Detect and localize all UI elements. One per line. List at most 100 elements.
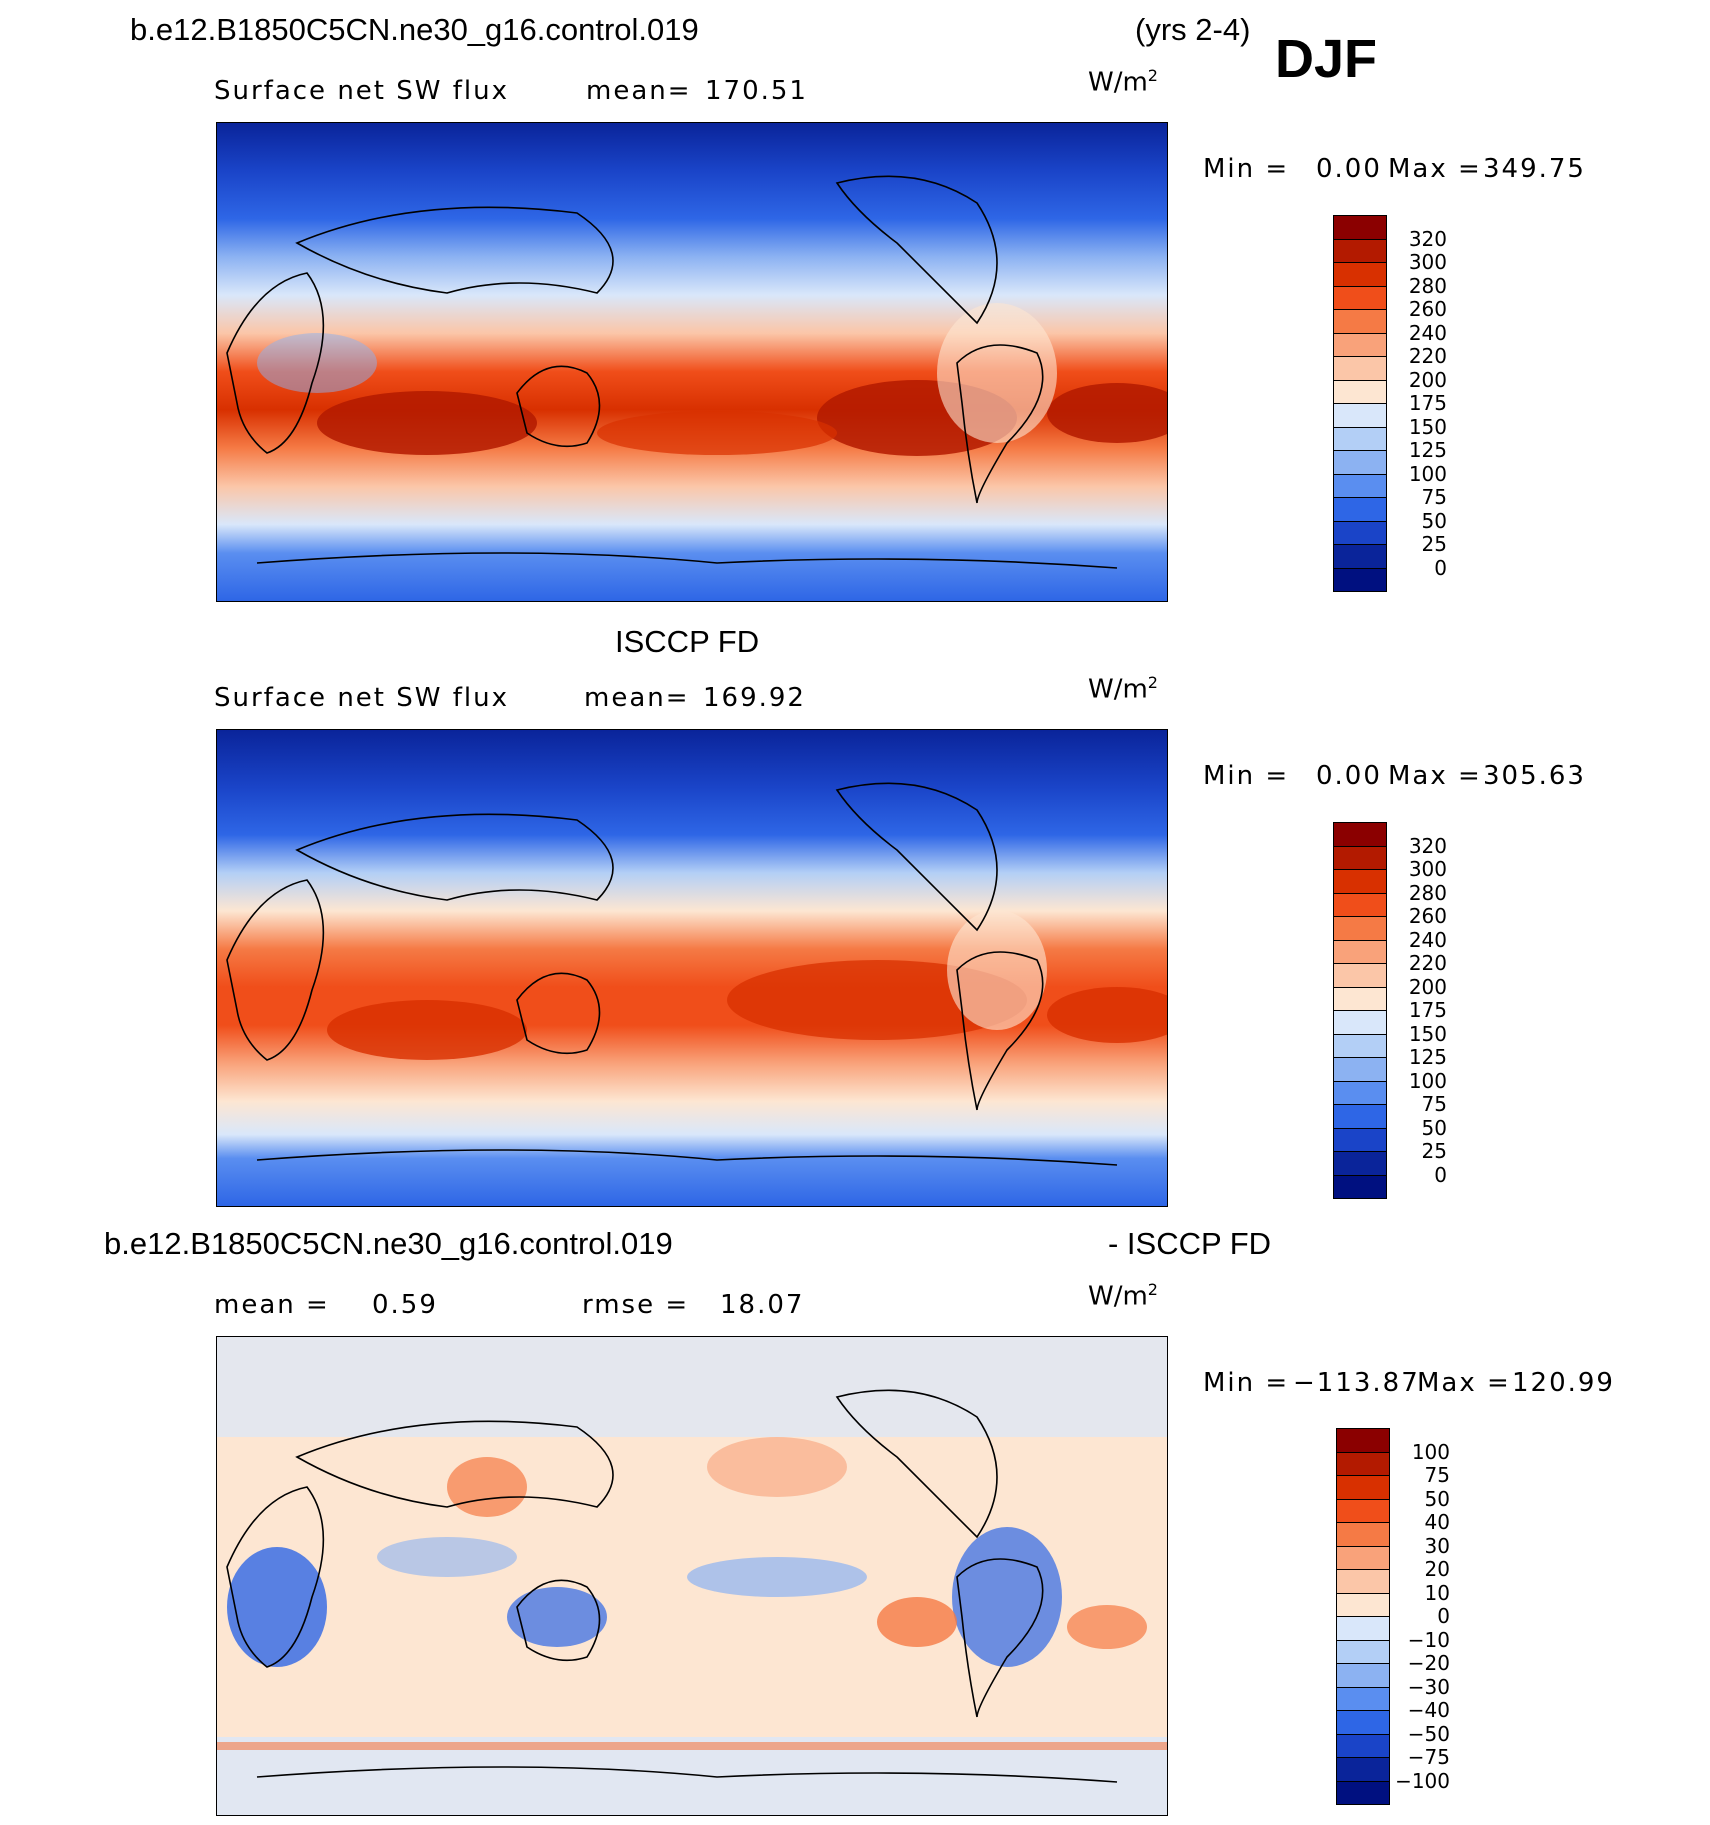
panel1-mean-value: 170.51 [705, 76, 808, 106]
colorbar-tick-label: 260 [1408, 904, 1447, 928]
colorbar-swatch [1336, 1663, 1390, 1688]
colorbar-tick-label: 300 [1408, 857, 1447, 881]
colorbar-swatch [1333, 332, 1387, 357]
panel2-max-label: Max = [1388, 761, 1482, 791]
panel3-units: W/m2 [1088, 1280, 1158, 1312]
colorbar-swatch [1336, 1757, 1390, 1782]
colorbar-swatch [1336, 1592, 1390, 1617]
colorbar-tick-label: 100 [1411, 1439, 1450, 1464]
colorbar-swatch [1333, 520, 1387, 545]
panel3-rmse-value: 18.07 [720, 1290, 805, 1320]
colorbar-swatch [1333, 473, 1387, 498]
panel3-map [216, 1336, 1168, 1816]
panel3-diff-right: - ISCCP FD [1108, 1226, 1272, 1261]
panel2-units: W/m2 [1088, 673, 1158, 705]
colorbar-tick-label: 320 [1408, 226, 1447, 251]
colorbar-swatch [1333, 309, 1387, 334]
colorbar-swatch [1333, 1151, 1387, 1176]
colorbar-tick-label: 50 [1424, 1486, 1450, 1511]
colorbar-tick-label: 100 [1408, 1068, 1447, 1093]
colorbar-swatch [1336, 1428, 1390, 1453]
colorbar-tick-label: −100 [1395, 1768, 1450, 1793]
colorbar-tick-label: 150 [1408, 414, 1447, 439]
colorbar-swatch [1333, 215, 1387, 240]
colorbar-swatch [1333, 1104, 1387, 1129]
colorbar-tick-label: 320 [1408, 833, 1447, 858]
colorbar-tick-label: 150 [1408, 1021, 1447, 1046]
colorbar-tick-label: 200 [1408, 367, 1447, 392]
colorbar-tick-label: 125 [1408, 438, 1447, 462]
season-label: DJF [1275, 29, 1378, 89]
colorbar-tick-label: 30 [1424, 1533, 1450, 1558]
colorbar-tick-label: 50 [1421, 508, 1447, 533]
panel1-min-value: 0.00 [1316, 154, 1382, 184]
panel1-max-label: Max = [1388, 154, 1482, 184]
panel3-max-label: Max = [1417, 1368, 1511, 1398]
panel3-field [217, 1337, 1167, 1815]
colorbar-tick-label: 75 [1421, 1092, 1447, 1116]
colorbar-swatch [1333, 1033, 1387, 1058]
colorbar-tick-label: 175 [1408, 391, 1447, 415]
panel1-units: W/m2 [1088, 66, 1158, 98]
panel2-max-value: 305.63 [1483, 761, 1586, 791]
colorbar-swatch [1333, 1174, 1387, 1199]
colorbar-swatch [1333, 892, 1387, 917]
colorbar-tick-label: 240 [1408, 927, 1447, 952]
panel1-field [217, 123, 1167, 601]
colorbar-swatch [1336, 1451, 1390, 1476]
panel2-title: Surface net SW flux [214, 683, 509, 713]
colorbar-tick-label: −10 [1407, 1627, 1450, 1652]
colorbar-tick-label: 0 [1434, 1162, 1447, 1187]
colorbar-tick-label: 220 [1408, 344, 1447, 368]
colorbar-swatch [1333, 986, 1387, 1011]
colorbar-swatch [1333, 285, 1387, 310]
colorbar-swatch [1336, 1780, 1390, 1805]
colorbar-swatch [1333, 916, 1387, 941]
colorbar-swatch [1333, 1010, 1387, 1035]
colorbar-tick-label: −40 [1407, 1698, 1450, 1722]
panel2-map [216, 729, 1168, 1207]
colorbar-tick-label: 100 [1408, 461, 1447, 486]
colorbar-swatch [1333, 1080, 1387, 1105]
colorbar-tick-label: 200 [1408, 974, 1447, 999]
panel1-mean-label: mean= [586, 76, 692, 106]
panel3-min-value: −113.87 [1293, 1368, 1420, 1398]
colorbar-tick-label: −20 [1407, 1651, 1450, 1675]
colorbar-tick-label: −50 [1407, 1721, 1450, 1746]
panel3-mean-label: mean = [214, 1290, 330, 1320]
panel2-subtitle: ISCCP FD [615, 624, 760, 659]
colorbar-tick-label: 10 [1424, 1580, 1450, 1605]
panel1-min-label: Min = [1203, 154, 1290, 184]
colorbar-swatch [1333, 567, 1387, 592]
colorbar-swatch [1336, 1733, 1390, 1758]
panel2-min-value: 0.00 [1316, 761, 1382, 791]
panel3-diff-left: b.e12.B1850C5CN.ne30_g16.control.019 [104, 1226, 673, 1261]
colorbar-swatch [1336, 1569, 1390, 1594]
panel1-title: Surface net SW flux [214, 76, 509, 106]
colorbar-tick-label: 0 [1437, 1604, 1450, 1628]
colorbar-swatch [1333, 544, 1387, 569]
colorbar-swatch [1333, 403, 1387, 428]
colorbar-swatch [1333, 497, 1387, 522]
colorbar-swatch [1333, 379, 1387, 404]
colorbar-swatch [1336, 1616, 1390, 1641]
colorbar-swatch [1333, 426, 1387, 451]
colorbar-tick-label: 240 [1408, 320, 1447, 345]
panel2-field [217, 730, 1167, 1206]
colorbar-tick-label: 25 [1421, 1139, 1447, 1163]
panel3-colorbar: 100 75 50 40 30 20 10 0 −10 −20 −30 −40 −50 −75 −100 [1336, 1428, 1486, 1805]
colorbar-swatch [1333, 869, 1387, 894]
panel2-colorbar: 320 300 280 260 240 220 200 175 150 125 100 75 50 25 0 [1333, 822, 1473, 1199]
colorbar-tick-label: 75 [1421, 485, 1447, 509]
colorbar-swatch [1333, 356, 1387, 381]
colorbar-swatch [1333, 845, 1387, 870]
colorbar-tick-label: 220 [1408, 951, 1447, 975]
panel3-rmse-label: rmse = [582, 1290, 690, 1320]
colorbar-swatch [1333, 1127, 1387, 1152]
colorbar-tick-label: 125 [1408, 1045, 1447, 1069]
years-label: (yrs 2-4) [1135, 12, 1251, 47]
colorbar-tick-label: 280 [1408, 273, 1447, 298]
colorbar-tick-label: 20 [1424, 1557, 1450, 1581]
colorbar-swatch [1336, 1498, 1390, 1523]
colorbar-swatch [1333, 262, 1387, 287]
